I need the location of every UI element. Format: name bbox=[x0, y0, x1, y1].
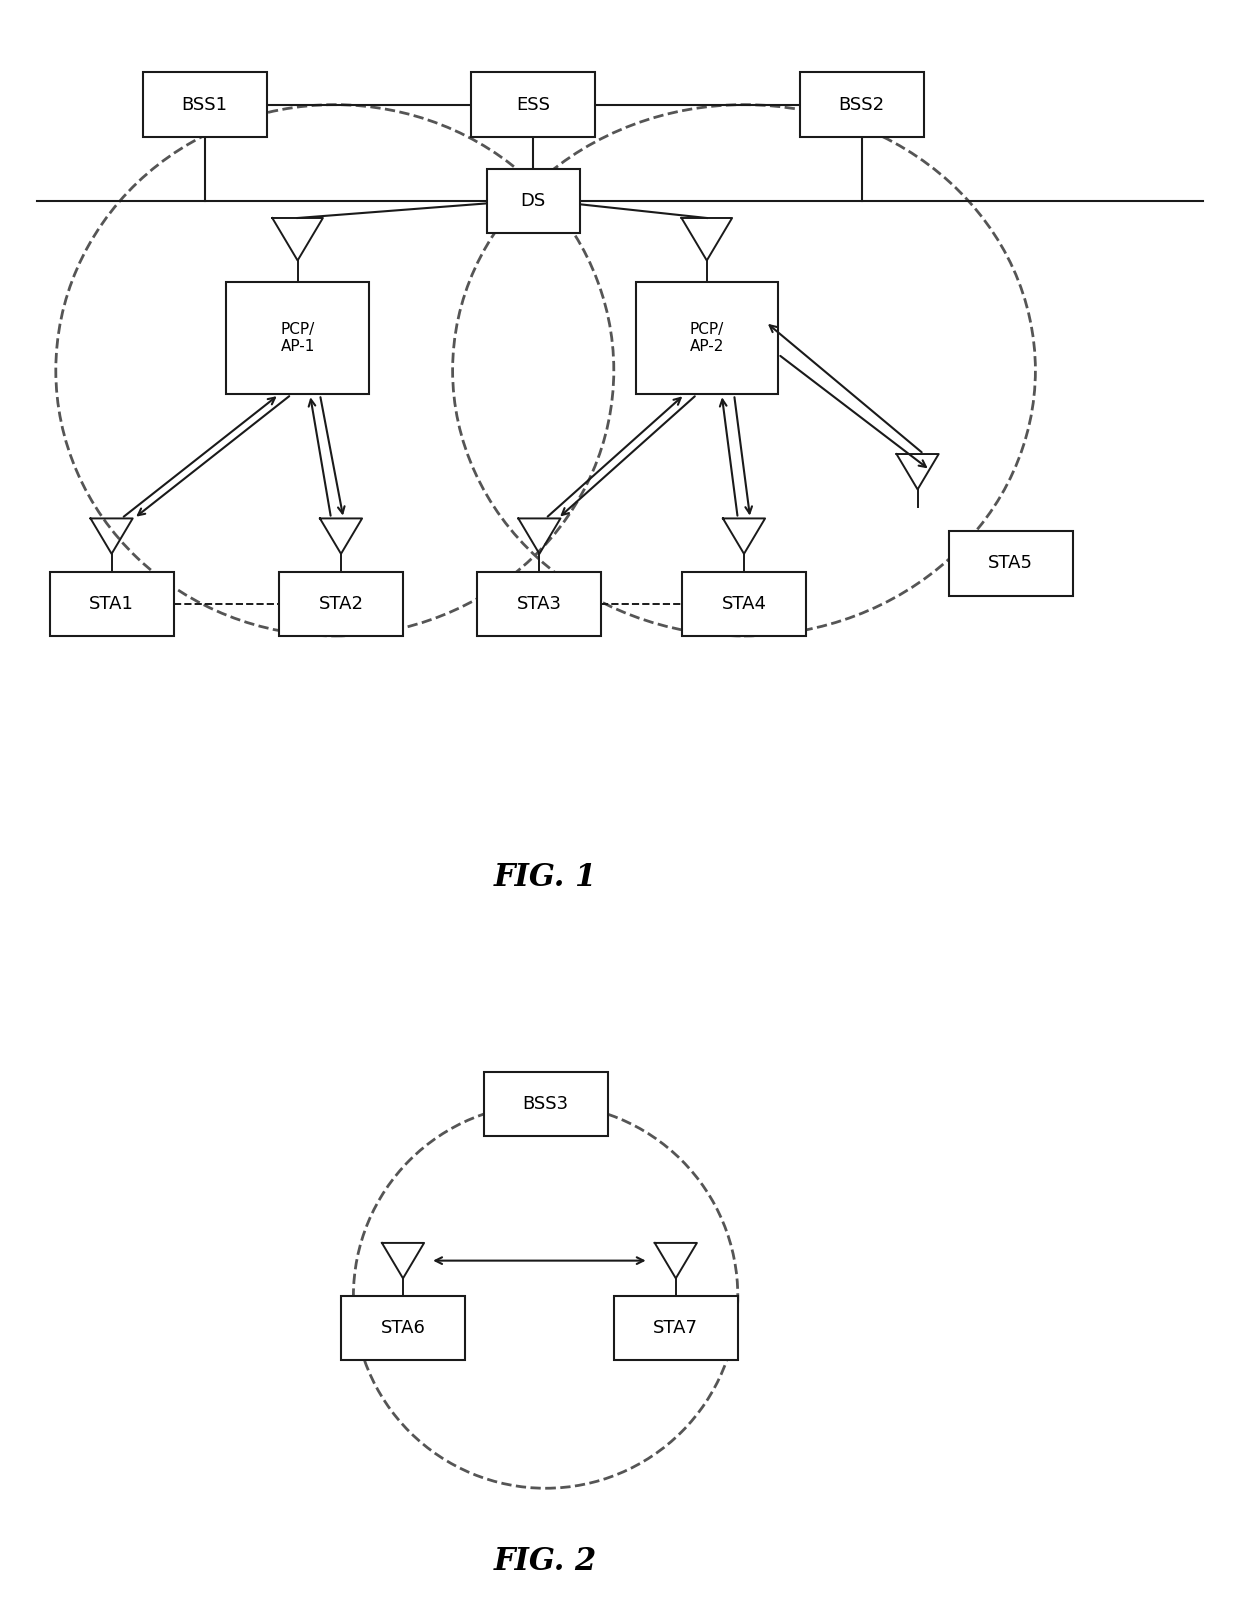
Text: STA2: STA2 bbox=[319, 594, 363, 613]
Text: PCP/
AP-2: PCP/ AP-2 bbox=[689, 322, 724, 354]
FancyBboxPatch shape bbox=[279, 572, 403, 636]
Text: PCP/
AP-1: PCP/ AP-1 bbox=[280, 322, 315, 354]
Text: STA5: STA5 bbox=[988, 554, 1033, 573]
FancyBboxPatch shape bbox=[949, 531, 1073, 596]
FancyBboxPatch shape bbox=[226, 282, 370, 394]
FancyBboxPatch shape bbox=[682, 572, 806, 636]
Text: BSS1: BSS1 bbox=[181, 95, 228, 114]
Text: STA7: STA7 bbox=[653, 1319, 698, 1338]
Text: STA4: STA4 bbox=[722, 594, 766, 613]
FancyBboxPatch shape bbox=[484, 1072, 608, 1137]
Text: STA6: STA6 bbox=[381, 1319, 425, 1338]
Text: DS: DS bbox=[521, 192, 546, 211]
Text: BSS3: BSS3 bbox=[522, 1095, 569, 1113]
Text: STA3: STA3 bbox=[517, 594, 562, 613]
FancyBboxPatch shape bbox=[800, 72, 924, 137]
FancyBboxPatch shape bbox=[486, 169, 580, 233]
FancyBboxPatch shape bbox=[50, 572, 174, 636]
Text: ESS: ESS bbox=[516, 95, 551, 114]
Text: BSS2: BSS2 bbox=[838, 95, 885, 114]
FancyBboxPatch shape bbox=[143, 72, 267, 137]
FancyBboxPatch shape bbox=[477, 572, 601, 636]
Text: FIG. 1: FIG. 1 bbox=[494, 861, 598, 894]
FancyBboxPatch shape bbox=[341, 1296, 465, 1360]
Text: FIG. 2: FIG. 2 bbox=[494, 1546, 598, 1578]
Text: STA1: STA1 bbox=[89, 594, 134, 613]
FancyBboxPatch shape bbox=[635, 282, 779, 394]
FancyBboxPatch shape bbox=[614, 1296, 738, 1360]
FancyBboxPatch shape bbox=[471, 72, 595, 137]
